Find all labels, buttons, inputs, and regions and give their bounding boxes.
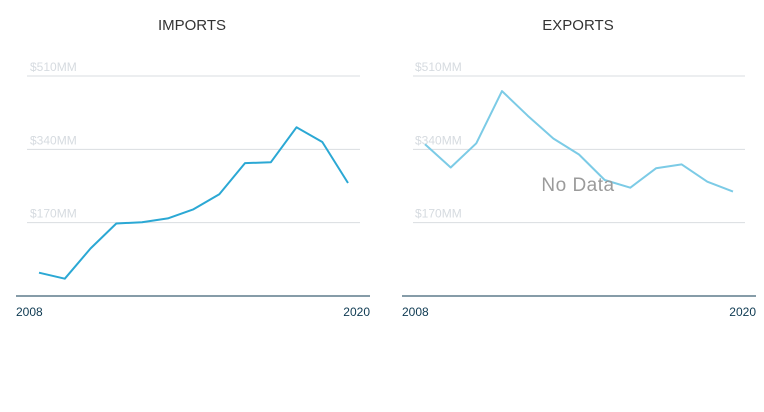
exports-x-tick-start: 2008 — [402, 305, 429, 319]
imports-chart: IMPORTS $170MM $340MM $510MM 2008 2020 — [16, 17, 370, 319]
exports-y-ticks: $170MM $340MM $510MM — [415, 60, 462, 221]
exports-gridlines — [413, 75, 745, 224]
imports-y-ticks: $170MM $340MM $510MM — [30, 60, 77, 221]
imports-y-tick-label: $510MM — [30, 60, 77, 74]
exports-series — [424, 90, 734, 193]
exports-y-tick-label: $510MM — [415, 60, 462, 74]
imports-title: IMPORTS — [158, 17, 226, 34]
exports-title: EXPORTS — [542, 17, 613, 34]
exports-no-data-label: No Data — [541, 175, 614, 196]
imports-x-tick-end: 2020 — [343, 305, 370, 319]
imports-y-tick-label: $170MM — [30, 207, 77, 221]
exports-chart: EXPORTS $170MM $340MM $510MM 2008 2020 No … — [402, 17, 756, 319]
imports-series-line — [38, 126, 349, 280]
exports-y-tick-label: $340MM — [415, 133, 462, 147]
imports-y-tick-label: $340MM — [30, 133, 77, 147]
imports-gridlines — [27, 75, 360, 224]
exports-x-tick-end: 2020 — [729, 305, 756, 319]
exports-y-tick-label: $170MM — [415, 207, 462, 221]
exports-series-line — [424, 90, 734, 193]
imports-x-tick-start: 2008 — [16, 305, 43, 319]
imports-series — [38, 126, 349, 280]
